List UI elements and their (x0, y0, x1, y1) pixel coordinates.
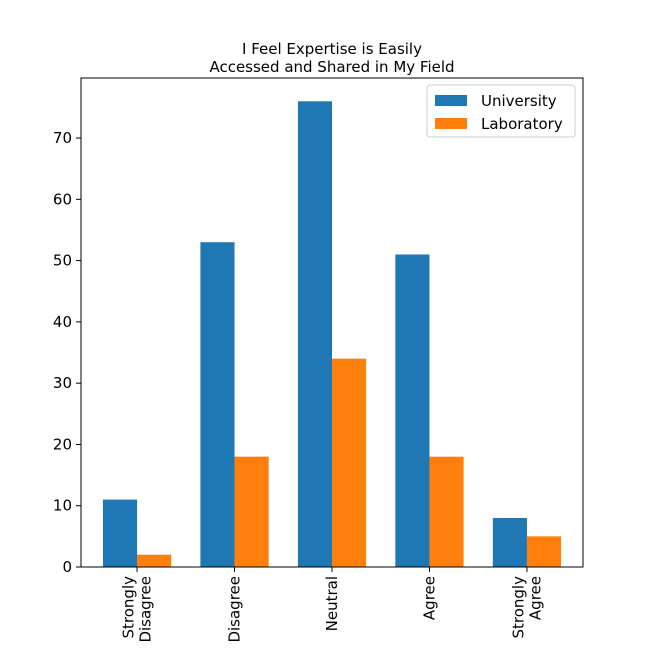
y-tick-label: 20 (53, 435, 72, 453)
bar-university-0 (102, 499, 138, 567)
y-tick-label: 40 (53, 313, 72, 331)
x-tick-label: Disagree (226, 576, 244, 643)
bar-laboratory-1 (234, 456, 269, 567)
x-tick-label: Agree (420, 576, 438, 620)
x-tick-label: Agree (526, 576, 544, 620)
x-tick-label: Disagree (137, 576, 155, 643)
chart-title-line: Accessed and Shared in My Field (209, 58, 454, 76)
legend-swatch-university (435, 95, 467, 106)
y-tick-label: 60 (53, 190, 72, 208)
y-axis: 0 10 20 30 40 50 60 70 (53, 129, 81, 576)
y-tick-label: 70 (53, 129, 72, 147)
x-tick-label: Neutral (323, 576, 341, 631)
legend-swatch-laboratory (435, 118, 467, 129)
bar-university-4 (492, 517, 527, 567)
x-axis: Strongly Disagree Disagree Neutral Agree Stro… (120, 567, 544, 643)
y-tick-label: 10 (53, 497, 72, 515)
bars (102, 101, 562, 568)
y-tick-label: 30 (53, 374, 72, 392)
x-tick-label: Strongly (509, 576, 527, 639)
legend-label-laboratory: Laboratory (481, 115, 563, 133)
y-tick-label: 50 (53, 252, 72, 270)
y-tick-label: 0 (62, 558, 72, 576)
bar-university-1 (200, 242, 235, 567)
bar-university-3 (395, 254, 430, 567)
bar-laboratory-4 (526, 536, 562, 567)
legend-label-university: University (481, 92, 557, 110)
bar-laboratory-2 (332, 358, 367, 567)
x-tick-label: Strongly (120, 576, 138, 639)
bar-laboratory-3 (429, 456, 464, 567)
plot-frame (80, 77, 584, 568)
legend: University Laboratory (426, 84, 576, 138)
bar-laboratory-0 (137, 554, 172, 567)
bar-university-2 (297, 101, 332, 568)
chart-title-line: I Feel Expertise is Easily (242, 40, 422, 58)
